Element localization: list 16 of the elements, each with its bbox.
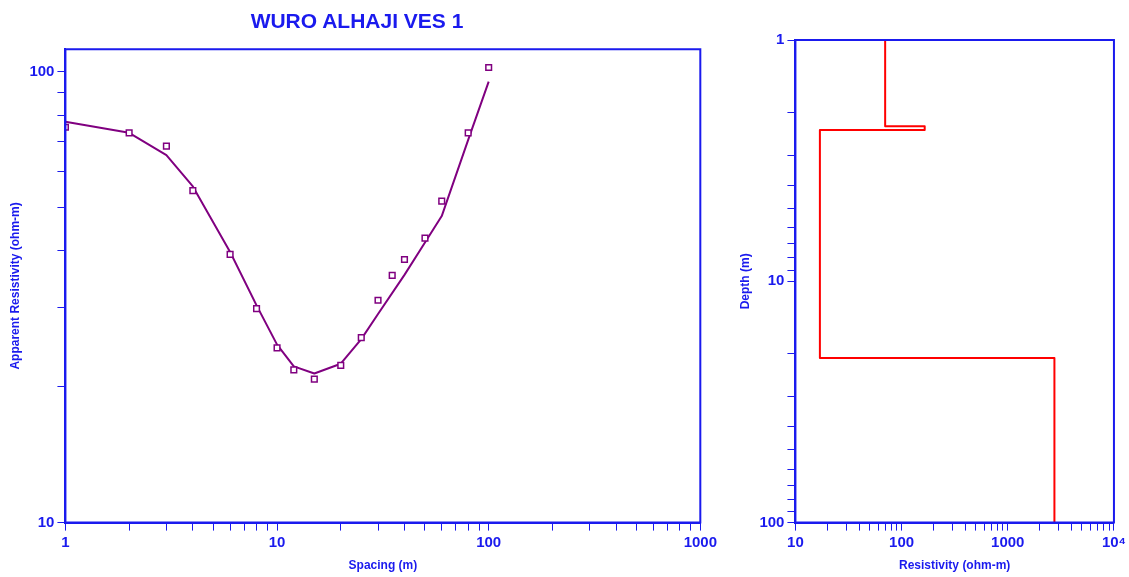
x-tick-label: 100 [889,532,915,550]
x-tick-label: 100 [476,532,502,550]
x-tick-label: 1000 [991,532,1025,550]
x-tick-label: 10 [787,532,804,550]
chart-title: WURO ALHAJI VES 1 [250,9,464,33]
x-tick-label: 1000 [683,532,717,550]
y-axis-title: Apparent Resistivity (ohm-m) [7,202,22,370]
x-tick-label: 1 [61,532,70,550]
y-tick-label: 1 [776,30,785,48]
x-axis-title: Spacing (m) [348,558,418,573]
x-tick-label: 10 [268,532,286,550]
y-tick-label: 10 [767,271,785,289]
x-axis-title: Resistivity (ohm-m) [899,558,1011,573]
x-tick-label: 10⁴ [1101,532,1126,550]
y-tick-label: 100 [759,512,785,530]
y-axis-title: Depth (m) [737,253,752,310]
